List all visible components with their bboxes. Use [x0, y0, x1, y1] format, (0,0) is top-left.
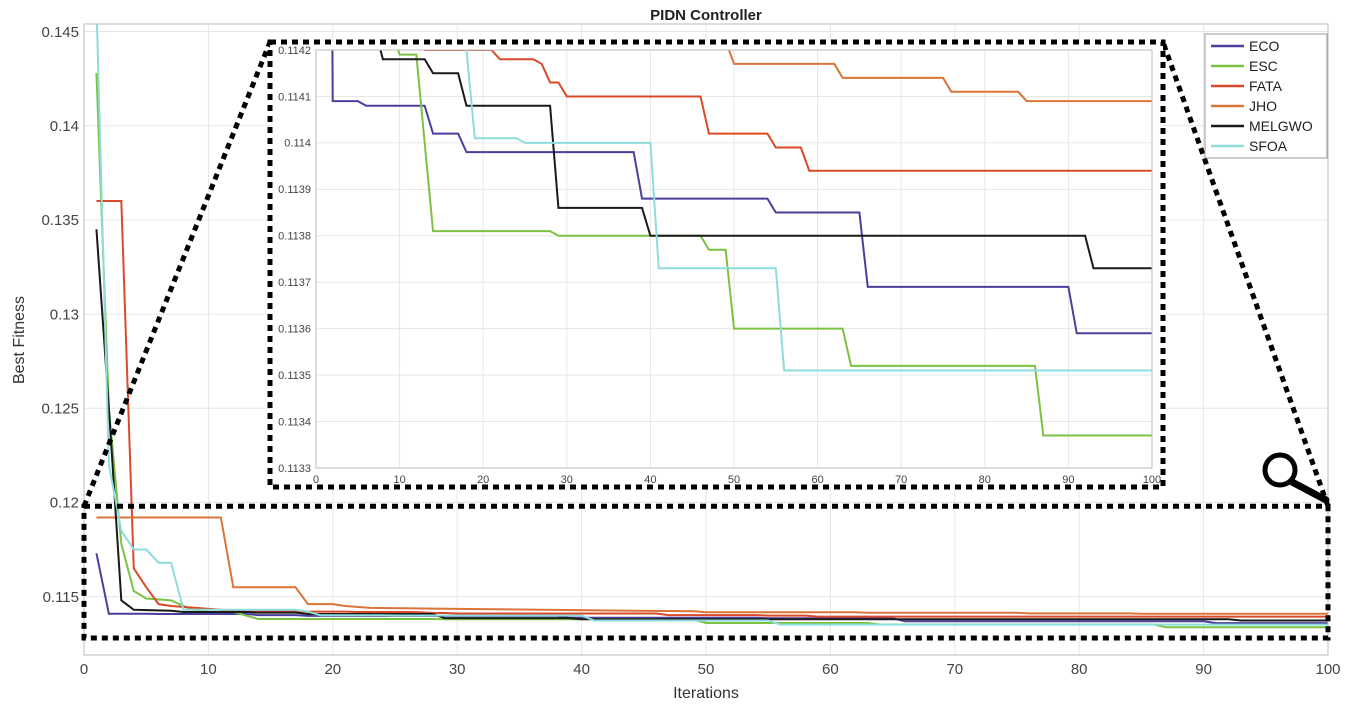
- main-series-line-sfoa: [95, 24, 1328, 626]
- legend-label-sfoa: SFOA: [1249, 138, 1288, 154]
- main-x-tick-label: 40: [573, 661, 590, 678]
- main-series-line-melgwo: [95, 229, 1328, 622]
- main-x-tick-label: 90: [1195, 661, 1212, 678]
- legend-label-esc: ESC: [1249, 58, 1278, 74]
- inset-y-tick-label: 0.1139: [278, 184, 311, 196]
- main-x-tick-label: 60: [822, 661, 839, 678]
- inset-y-tick-label: 0.1141: [278, 91, 311, 103]
- inset-y-tick-label: 0.1133: [278, 463, 311, 475]
- zoom-indicator: [81, 41, 1331, 641]
- main-y-tick-label: 0.115: [43, 589, 79, 606]
- inset-x-tick-label: 90: [1062, 474, 1074, 486]
- main-y-tick-label: 0.12: [50, 495, 79, 512]
- inset-y-tick-label: 0.1134: [278, 416, 311, 428]
- main-x-tick-label: 30: [449, 661, 466, 678]
- main-axes-frame: [83, 23, 1329, 656]
- main-x-tick-label: 20: [324, 661, 341, 678]
- legend-label-jho: JHO: [1249, 98, 1277, 114]
- main-x-tick-label: 10: [200, 661, 217, 678]
- inset-y-tick-label: 0.1137: [278, 277, 311, 289]
- inset-y-tick-label: 0.1135: [278, 370, 311, 382]
- legend-label-fata: FATA: [1249, 78, 1283, 94]
- x-axis-label: Iterations: [673, 685, 739, 702]
- inset-y-tick-label: 0.1138: [278, 231, 311, 243]
- main-y-tick-label: 0.145: [41, 24, 79, 41]
- inset-border: [267, 39, 1166, 490]
- main-series-line-fata: [96, 200, 1328, 618]
- zoom-connector-right: [1160, 41, 1331, 508]
- inset-series-line-esc: [397, 50, 1152, 437]
- inset-axes-frame: [315, 49, 1153, 469]
- inset-series-line-eco: [331, 50, 1152, 335]
- main-y-tick-label: 0.125: [41, 401, 79, 418]
- inset-y-tick-label: 0.114: [284, 138, 311, 150]
- legend: ECO ESC FATA JHO MELGWO SFOA: [1204, 33, 1328, 159]
- inset-series-line-melgwo: [379, 50, 1152, 270]
- legend-box: [1204, 33, 1328, 159]
- chart-title: PIDN Controller: [650, 7, 762, 24]
- inset-series-line-fata: [423, 50, 1152, 172]
- inset-x-tick-label: 20: [477, 474, 489, 486]
- inset-x-tick-label: 100: [1143, 474, 1161, 486]
- main-x-tick-label: 100: [1315, 661, 1340, 678]
- main-x-tick-label: 80: [1071, 661, 1088, 678]
- magnifier-icon: [1262, 452, 1330, 504]
- inset-y-tick-label: 0.1136: [278, 324, 311, 336]
- inset-x-tick-label: 70: [895, 474, 907, 486]
- inset-x-tick-label: 50: [728, 474, 740, 486]
- legend-label-melgwo: MELGWO: [1249, 118, 1313, 134]
- inset-series-line-sfoa: [465, 50, 1152, 372]
- inset-y-tick-label: 0.1142: [278, 45, 311, 57]
- main-y-tick-label: 0.13: [50, 306, 79, 323]
- main-x-tick-label: 70: [946, 661, 963, 678]
- zoom-region-box: [81, 503, 1331, 641]
- main-y-tick-label: 0.14: [50, 118, 79, 135]
- main-series-line-jho: [96, 516, 1328, 615]
- y-axis-label: Best Fitness: [11, 296, 28, 384]
- main-y-tick-label: 0.135: [41, 212, 79, 229]
- inset-x-tick-label: 0: [313, 474, 319, 486]
- inset-series-line-jho: [727, 50, 1152, 103]
- inset-axes: 0 10 20 30 40 50 60 70 80 90 100 0.1133 0.1134 0.1135…: [267, 39, 1166, 490]
- inset-x-tick-label: 40: [644, 474, 656, 486]
- inset-x-tick-label: 30: [561, 474, 573, 486]
- inset-x-tick-label: 60: [811, 474, 823, 486]
- legend-label-eco: ECO: [1249, 38, 1279, 54]
- main-x-tick-label: 0: [80, 661, 88, 678]
- main-x-tick-label: 50: [698, 661, 715, 678]
- inset-x-tick-label: 80: [979, 474, 991, 486]
- inset-x-tick-label: 10: [393, 474, 405, 486]
